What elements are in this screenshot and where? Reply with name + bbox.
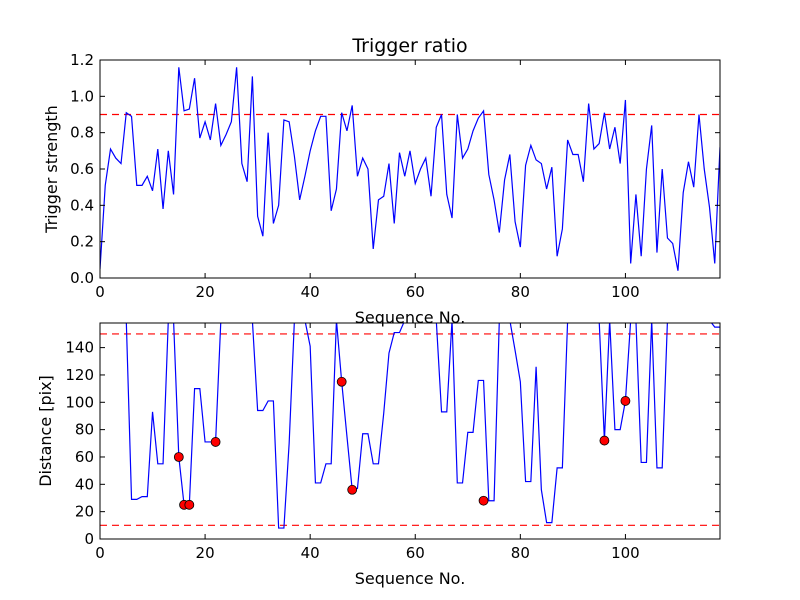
data-point-marker — [184, 499, 195, 510]
x-tick-label: 20 — [196, 283, 215, 301]
y-tick-label: 120 — [65, 366, 94, 384]
y-tick-label: 20 — [75, 503, 94, 521]
y-axis-label: Distance [pix] — [36, 375, 55, 487]
y-axis-label: Trigger strength — [42, 105, 61, 234]
y-tick-label: 0.2 — [70, 233, 94, 251]
x-tick-label: 40 — [301, 544, 320, 562]
data-point-marker — [173, 452, 184, 462]
series-line — [100, 67, 720, 271]
x-tick-label: 60 — [406, 283, 425, 301]
x-tick-label: 20 — [196, 544, 215, 562]
x-tick-label: 0 — [95, 283, 105, 301]
x-axis-label: Sequence No. — [355, 308, 466, 327]
data-point-marker — [478, 495, 489, 506]
x-tick-label: 0 — [95, 544, 105, 562]
y-tick-label: 80 — [75, 421, 94, 439]
x-tick-label: 100 — [611, 283, 640, 301]
y-tick-label: 0.4 — [70, 196, 94, 214]
y-tick-label: 60 — [75, 448, 94, 466]
x-tick-label: 100 — [611, 544, 640, 562]
data-point-marker — [599, 435, 610, 446]
data-point-marker — [336, 376, 347, 387]
data-point-marker — [347, 484, 358, 495]
data-point-marker — [620, 396, 631, 406]
x-tick-label: 60 — [406, 544, 425, 562]
y-tick-label: 1.2 — [70, 51, 94, 69]
x-tick-label: 80 — [511, 544, 530, 562]
y-tick-label: 40 — [75, 475, 94, 493]
x-axis-label: Sequence No. — [355, 569, 466, 588]
y-tick-label: 0.0 — [70, 269, 94, 287]
plot-frame — [99, 322, 721, 540]
x-tick-label: 40 — [301, 283, 320, 301]
series-line — [125, 323, 720, 529]
y-tick-label: 1.0 — [70, 87, 94, 105]
chart-title: Trigger ratio — [351, 35, 467, 57]
y-tick-label: 0.6 — [70, 160, 94, 178]
y-tick-label: 0 — [84, 530, 94, 548]
x-tick-label: 80 — [511, 283, 530, 301]
data-point-marker — [210, 437, 221, 447]
y-tick-label: 140 — [65, 339, 94, 357]
y-tick-label: 100 — [65, 393, 94, 411]
trigger-ratio-panel: Trigger ratio 0 20 40 60 80 100 0.0 0.2 0.4 0.6 0… — [42, 35, 721, 327]
distance-panel: 0 20 40 60 80 100 0 20 40 60 80 100 120 140 Sequence… — [36, 322, 721, 588]
y-tick-label: 0.8 — [70, 124, 94, 142]
